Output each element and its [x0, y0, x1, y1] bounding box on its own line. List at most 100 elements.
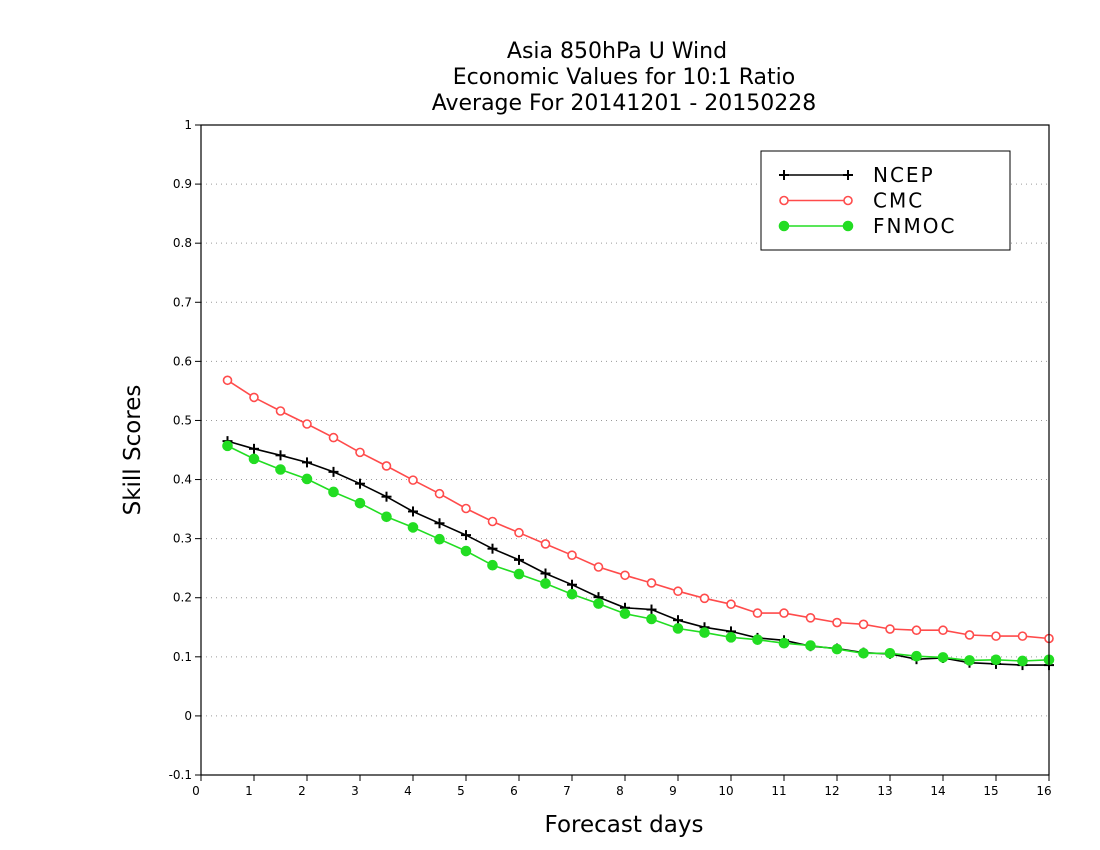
point-fnmoc	[699, 627, 710, 638]
x-tick-label: 12	[824, 784, 839, 798]
x-tick-label: 1	[245, 784, 253, 798]
point-ncep	[355, 478, 365, 489]
point-fnmoc	[778, 637, 790, 649]
point-cmc	[726, 599, 736, 610]
point-ncep	[249, 443, 259, 454]
point-ncep	[381, 491, 392, 502]
point-cmc	[222, 375, 233, 386]
point-ncep	[514, 554, 524, 565]
point-cmc	[461, 503, 471, 514]
x-axis-title: Forecast days	[545, 812, 704, 838]
point-cmc	[540, 539, 551, 549]
series-fnmoc	[222, 440, 1055, 667]
point-ncep	[487, 543, 498, 554]
point-cmc	[752, 608, 763, 618]
point-cmc	[593, 562, 604, 572]
x-tick-label: 9	[669, 784, 677, 798]
point-cmc	[328, 432, 339, 443]
x-tick-label: 11	[771, 784, 786, 798]
y-tick-label: 0.9	[173, 177, 192, 191]
point-fnmoc	[884, 647, 896, 659]
x-tick-label: 7	[563, 784, 571, 798]
y-tick-label: 0.3	[173, 532, 192, 546]
point-ncep	[461, 530, 471, 541]
point-fnmoc	[619, 608, 631, 619]
point-ncep	[328, 466, 339, 477]
point-fnmoc	[725, 632, 737, 643]
x-tick-label: 13	[877, 784, 892, 798]
point-cmc	[938, 625, 948, 636]
point-cmc	[275, 406, 286, 416]
point-fnmoc	[460, 545, 472, 557]
x-tick-label: 10	[718, 784, 733, 798]
point-fnmoc	[328, 486, 339, 498]
y-tick-label: 0	[184, 709, 192, 723]
point-fnmoc	[354, 497, 366, 509]
grid-lines	[201, 183, 1049, 717]
legend-label-fnmoc: FNMOC	[873, 214, 956, 238]
plot-frame	[200, 124, 1050, 776]
point-fnmoc	[513, 568, 525, 580]
point-fnmoc	[434, 533, 445, 545]
point-ncep	[646, 604, 657, 615]
series-ncep	[222, 436, 1054, 671]
y-axis-title: Skill Scores	[120, 385, 146, 516]
point-ncep	[408, 506, 418, 517]
series-cmc	[222, 375, 1054, 644]
line-ncep	[227, 440, 1049, 666]
title-line-1: Asia 850hPa U Wind	[507, 39, 727, 64]
point-cmc	[646, 578, 657, 588]
legend-marker-cmc	[779, 195, 789, 206]
point-cmc	[858, 619, 869, 630]
point-cmc	[355, 447, 365, 458]
x-tick-label: 5	[457, 784, 465, 798]
point-fnmoc	[487, 559, 498, 571]
x-tick-label: 0	[192, 784, 200, 798]
point-fnmoc	[222, 440, 233, 452]
point-fnmoc	[407, 522, 419, 533]
y-tick-label: 0.7	[173, 295, 192, 309]
legend-marker-ncep	[843, 170, 853, 180]
point-cmc	[302, 419, 312, 429]
legend-entry-cmc: CMC	[779, 189, 922, 213]
title-line-3: Average For 20141201 - 20150228	[432, 91, 817, 116]
point-fnmoc	[990, 654, 1002, 666]
point-fnmoc	[593, 598, 604, 609]
point-cmc	[779, 608, 789, 618]
point-fnmoc	[964, 655, 975, 666]
point-cmc	[805, 613, 816, 623]
point-ncep	[275, 450, 286, 461]
point-cmc	[911, 625, 922, 636]
point-cmc	[991, 631, 1001, 641]
y-tick-label: 0.8	[173, 236, 192, 250]
y-tick-label: 0.6	[173, 354, 192, 368]
point-cmc	[408, 475, 418, 485]
point-ncep	[540, 568, 551, 579]
point-cmc	[620, 570, 630, 581]
point-fnmoc	[566, 588, 578, 600]
legend-entry-ncep: NCEP	[779, 163, 935, 187]
y-tick-label: -0.1	[169, 768, 192, 782]
point-cmc	[832, 617, 842, 628]
point-fnmoc	[1017, 655, 1028, 667]
point-ncep	[434, 518, 445, 529]
y-tick-label: 1	[184, 118, 192, 132]
point-fnmoc	[540, 578, 551, 589]
point-ncep	[302, 457, 312, 468]
legend-label-ncep: NCEP	[873, 163, 935, 187]
point-fnmoc	[248, 453, 260, 465]
point-cmc	[673, 586, 683, 597]
legend-marker-fnmoc	[778, 220, 790, 232]
point-fnmoc	[672, 623, 684, 634]
legend-entry-fnmoc: FNMOC	[778, 214, 956, 238]
point-fnmoc	[752, 634, 763, 645]
point-fnmoc	[381, 511, 392, 523]
point-fnmoc	[911, 650, 922, 662]
line-fnmoc	[227, 445, 1050, 662]
chart-title: Asia 850hPa U Wind Economic Values for 1…	[432, 39, 817, 116]
point-cmc	[567, 550, 577, 560]
point-fnmoc	[831, 643, 843, 655]
x-tick-label: 2	[298, 784, 306, 798]
